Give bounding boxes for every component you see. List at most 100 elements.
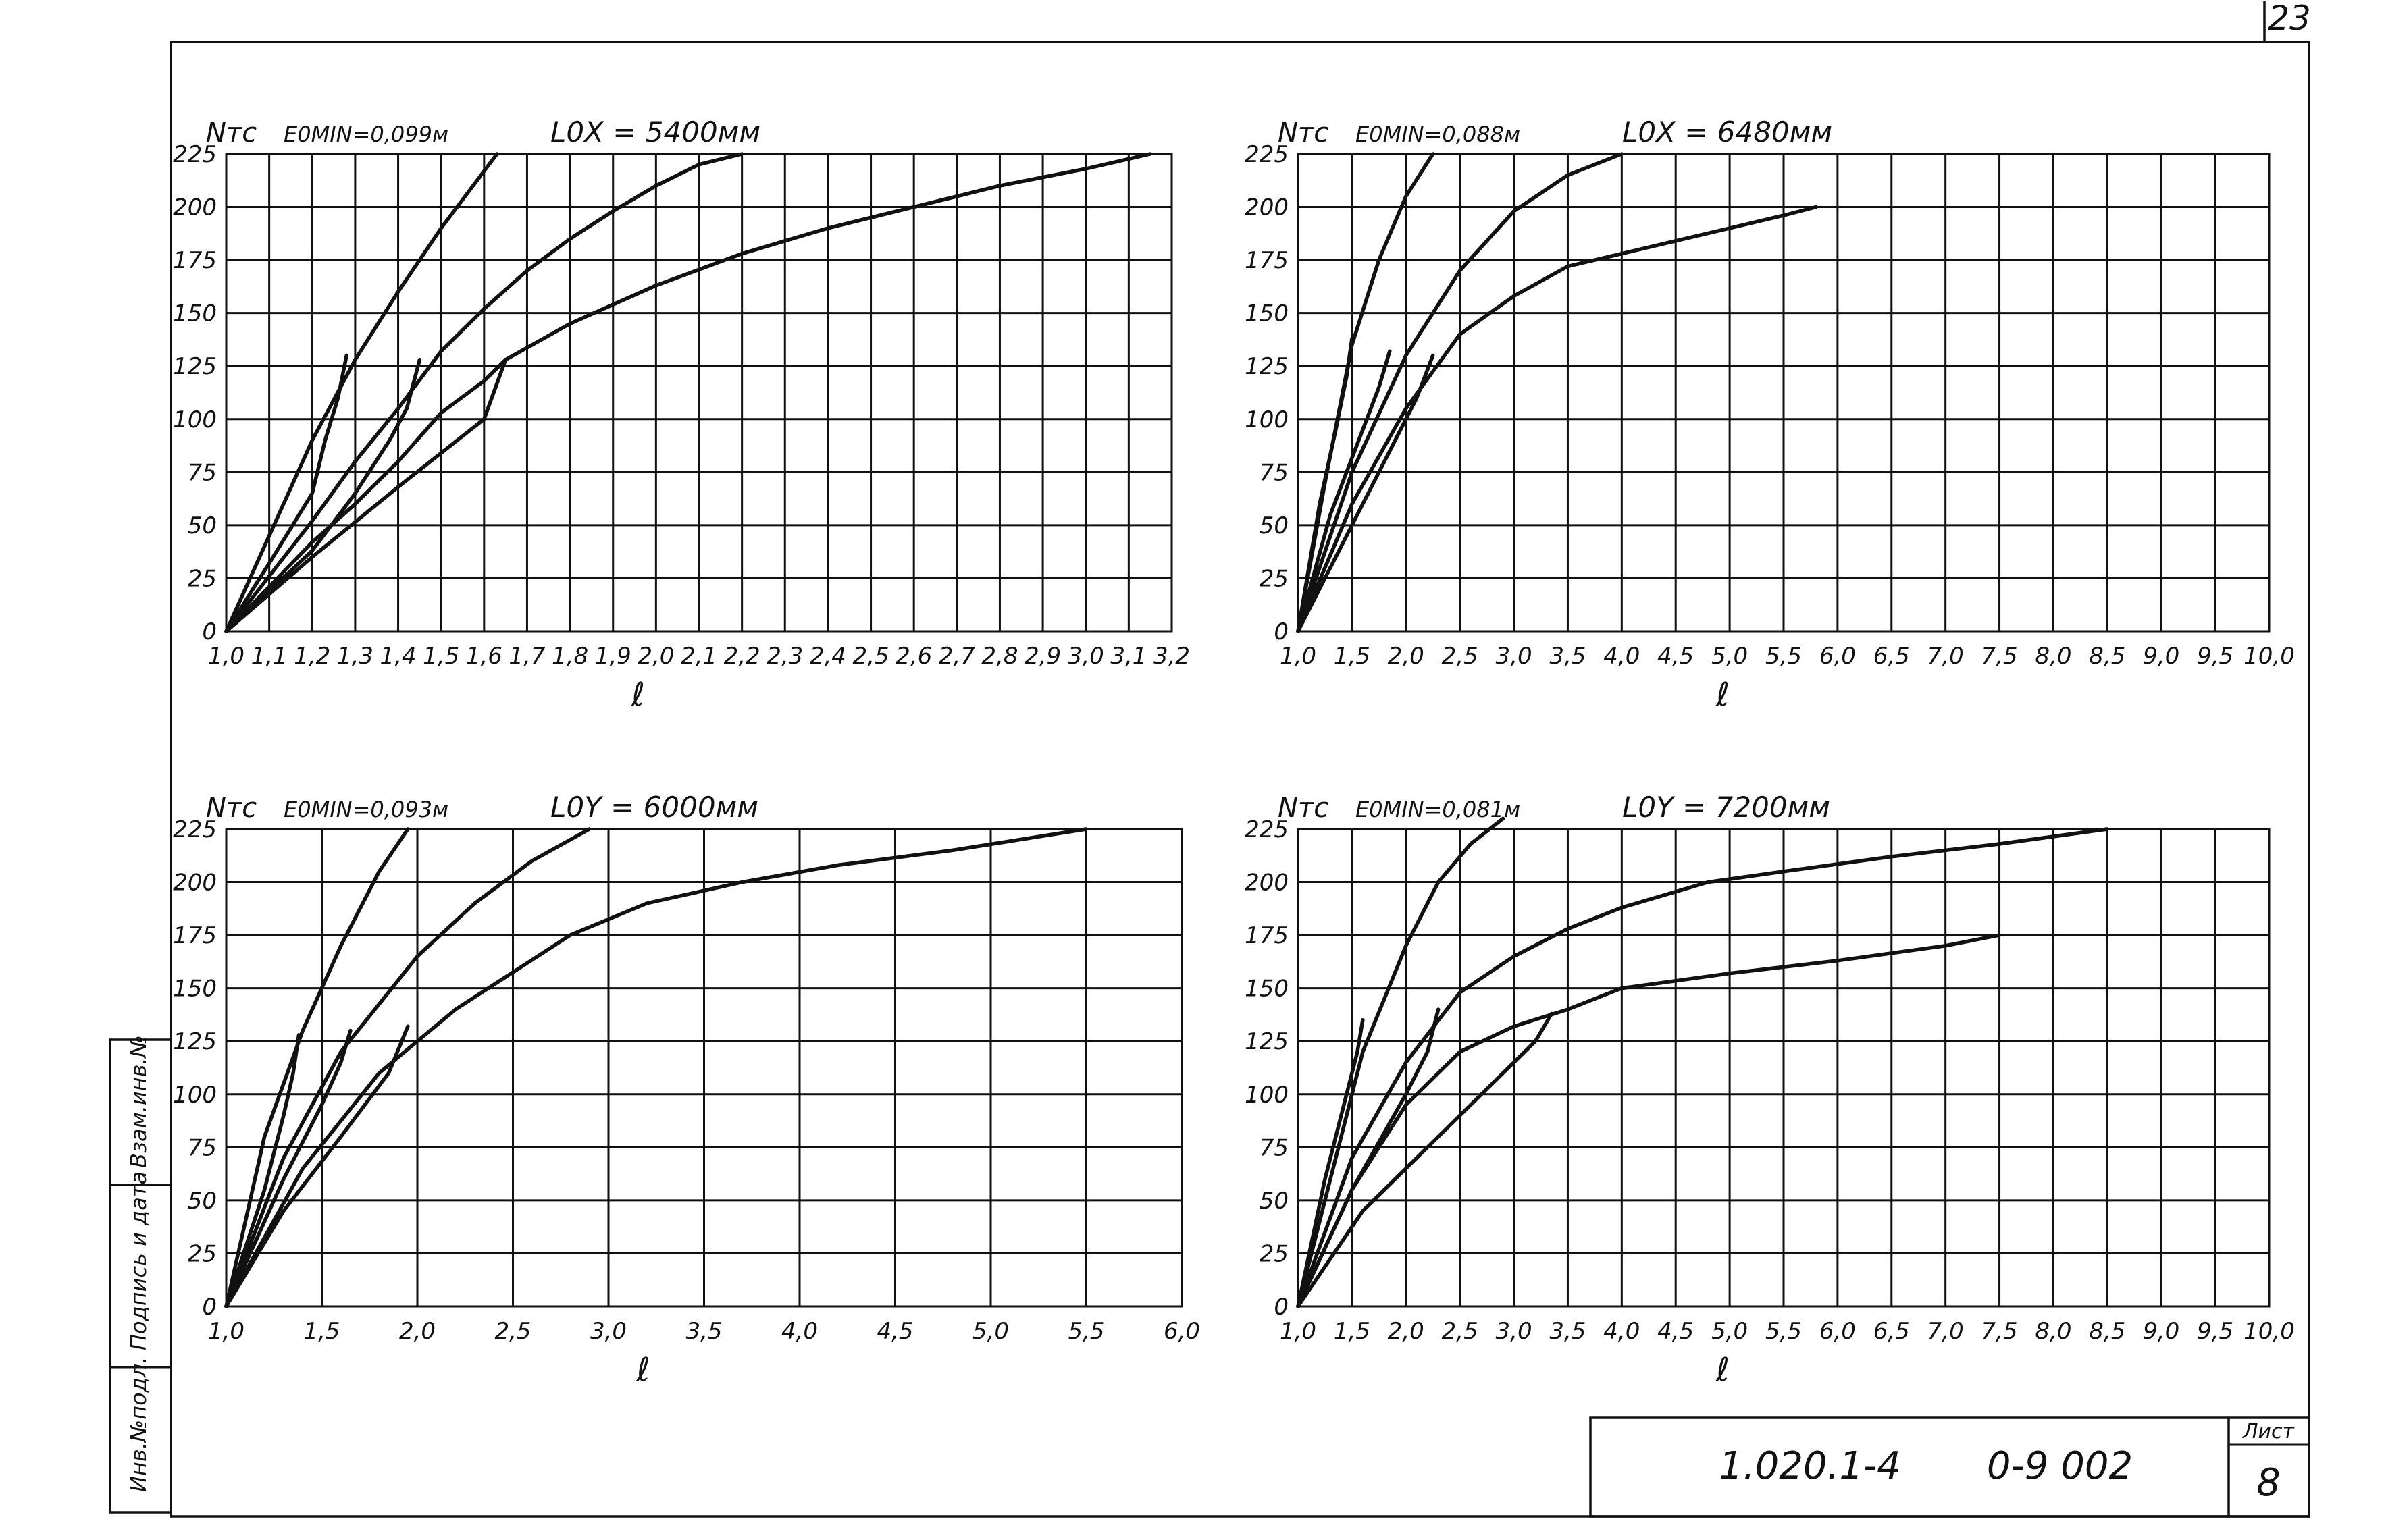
series-code: 0-9 002 <box>1987 1444 2133 1488</box>
side-stamp-field-3: Взам.инв.№ <box>126 1035 151 1168</box>
y-tick-label: 0 <box>202 618 217 645</box>
x-tick-label: 5,0 <box>972 1318 1009 1345</box>
x-tick-label: 2,2 <box>724 643 760 670</box>
length-label: L0Y = 7200мм <box>1622 791 1830 824</box>
series-line-1 <box>224 827 410 1308</box>
y-tick-label: 100 <box>173 406 217 433</box>
x-tick-label: 2,0 <box>399 1318 436 1345</box>
series-line-6 <box>224 1024 410 1308</box>
eomin-label: E0MIN=0,093м <box>284 797 448 822</box>
y-tick-label: 175 <box>1245 247 1289 274</box>
chart-2: 1,0 1,5 2,0 2,5 3,0 3,5 4,0 4,5 5,0 5,5 6,0 6,5 7,0 7… <box>1245 115 2295 714</box>
x-tick-label: 2,1 <box>681 643 717 670</box>
chart-3: 1,0 1,5 2,0 2,5 3,0 3,5 4,0 4,5 5,0 5,5 6,0 0 25 50 75… <box>173 791 1200 1389</box>
x-tick-label: 4,0 <box>1603 1318 1640 1345</box>
x-tick-label: 9,0 <box>2143 1318 2179 1345</box>
y-tick-label: 25 <box>188 565 217 592</box>
x-axis-label: ℓ <box>636 1351 650 1389</box>
y-tick-label: 225 <box>1245 141 1289 168</box>
y-tick-label: 200 <box>1245 194 1289 221</box>
x-tick-label: 2,5 <box>1442 643 1478 670</box>
x-tick-label: 2,5 <box>494 1318 531 1345</box>
x-tick-label: 5,5 <box>1068 1318 1104 1345</box>
x-tick-label: 1,5 <box>303 1318 340 1345</box>
x-tick-label: 5,0 <box>1711 643 1748 670</box>
x-tick-label: 2,6 <box>896 643 932 670</box>
x-tick-label: 1,0 <box>1280 643 1316 670</box>
x-tick-label: 2,7 <box>939 643 975 670</box>
y-tick-label: 200 <box>173 870 217 897</box>
series-line-4 <box>224 1033 301 1308</box>
x-tick-label: 3,0 <box>1496 1318 1532 1345</box>
x-tick-label: 4,5 <box>877 1318 913 1345</box>
y-tick-label: 150 <box>173 300 217 327</box>
sheet-label: Лист <box>2242 1420 2296 1443</box>
series-line-3 <box>1296 933 2002 1308</box>
x-tick-label: 4,0 <box>1603 643 1640 670</box>
x-tick-label: 1,8 <box>552 643 588 670</box>
x-tick-label: 1,0 <box>208 1318 244 1345</box>
series-line-2 <box>224 152 744 633</box>
x-tick-label: 1,2 <box>294 643 330 670</box>
series-line-4 <box>1296 336 1354 633</box>
series-line-2 <box>1296 827 2110 1308</box>
x-tick-label: 1,1 <box>251 643 288 670</box>
series-line-5 <box>224 1028 353 1308</box>
x-tick-label: 2,5 <box>1442 1318 1478 1345</box>
y-tick-label: 100 <box>1245 1082 1289 1109</box>
x-axis-label: ℓ <box>1715 1351 1730 1389</box>
x-tick-label: 10,0 <box>2244 643 2295 670</box>
doc-code: 1.020.1-4 <box>1719 1444 1901 1488</box>
series-line-3 <box>1296 205 1818 633</box>
x-tick-label: 8,5 <box>2089 643 2125 670</box>
x-tick-label: 1,5 <box>423 643 459 670</box>
y-tick-label: 75 <box>1260 459 1289 486</box>
x-tick-label: 5,5 <box>1765 643 1802 670</box>
series-line-2 <box>1296 152 1624 633</box>
x-tick-label: 1,9 <box>595 643 631 670</box>
x-tick-label: 3,5 <box>1549 643 1586 670</box>
x-tick-label: 4,5 <box>1657 643 1694 670</box>
x-tick-label: 6,5 <box>1873 643 1910 670</box>
length-label: L0X = 6480мм <box>1622 115 1832 149</box>
x-tick-label: 1,3 <box>337 643 373 670</box>
series-line-1 <box>224 152 499 633</box>
y-tick-label: 150 <box>1245 300 1289 327</box>
y-tick-label: 25 <box>1260 565 1289 592</box>
x-tick-label: 4,0 <box>781 1318 818 1345</box>
chart-4: 1,0 1,5 2,0 2,5 3,0 3,5 4,0 4,5 5,0 5,5 6,0 6,5 7,0 7… <box>1245 791 2295 1389</box>
x-tick-label: 7,0 <box>1927 1318 1964 1345</box>
series-line-6 <box>1296 1011 1554 1308</box>
eomin-label: E0MIN=0,099м <box>284 122 448 147</box>
y-tick-label: 50 <box>188 1188 217 1215</box>
y-tick-label: 125 <box>173 353 217 380</box>
length-label: L0X = 5400мм <box>550 115 760 149</box>
x-tick-label: 1,5 <box>1334 1318 1370 1345</box>
y-tick-label: 225 <box>173 141 217 168</box>
x-tick-label: 2,9 <box>1025 643 1061 670</box>
plot-area-border <box>225 153 1173 633</box>
eomin-label: E0MIN=0,081м <box>1355 797 1520 822</box>
y-tick-label: 150 <box>1245 976 1289 1003</box>
x-tick-label: 9,0 <box>2143 643 2179 670</box>
x-tick-label: 9,5 <box>2197 1318 2233 1345</box>
y-tick-label: 150 <box>173 976 217 1003</box>
y-tick-label: 100 <box>1245 406 1289 433</box>
side-stamp-field-1: Инв.№подл. <box>126 1357 151 1492</box>
x-tick-label: 2,5 <box>853 643 889 670</box>
y-tick-label: 175 <box>173 247 217 274</box>
x-tick-label: 3,0 <box>1496 643 1532 670</box>
series-line-2 <box>224 827 592 1308</box>
y-axis-label: Nтс <box>206 117 257 149</box>
series-line-5 <box>1296 1007 1441 1308</box>
x-tick-label: 2,0 <box>1388 643 1424 670</box>
x-tick-label: 8,0 <box>2035 1318 2071 1345</box>
x-tick-label: 5,5 <box>1765 1318 1802 1345</box>
y-tick-label: 100 <box>173 1082 217 1109</box>
x-tick-label: 8,0 <box>2035 643 2071 670</box>
y-tick-label: 0 <box>202 1294 217 1321</box>
x-tick-label: 4,5 <box>1657 1318 1694 1345</box>
plot-area-border <box>225 828 1183 1308</box>
x-tick-label: 10,0 <box>2244 1318 2295 1345</box>
